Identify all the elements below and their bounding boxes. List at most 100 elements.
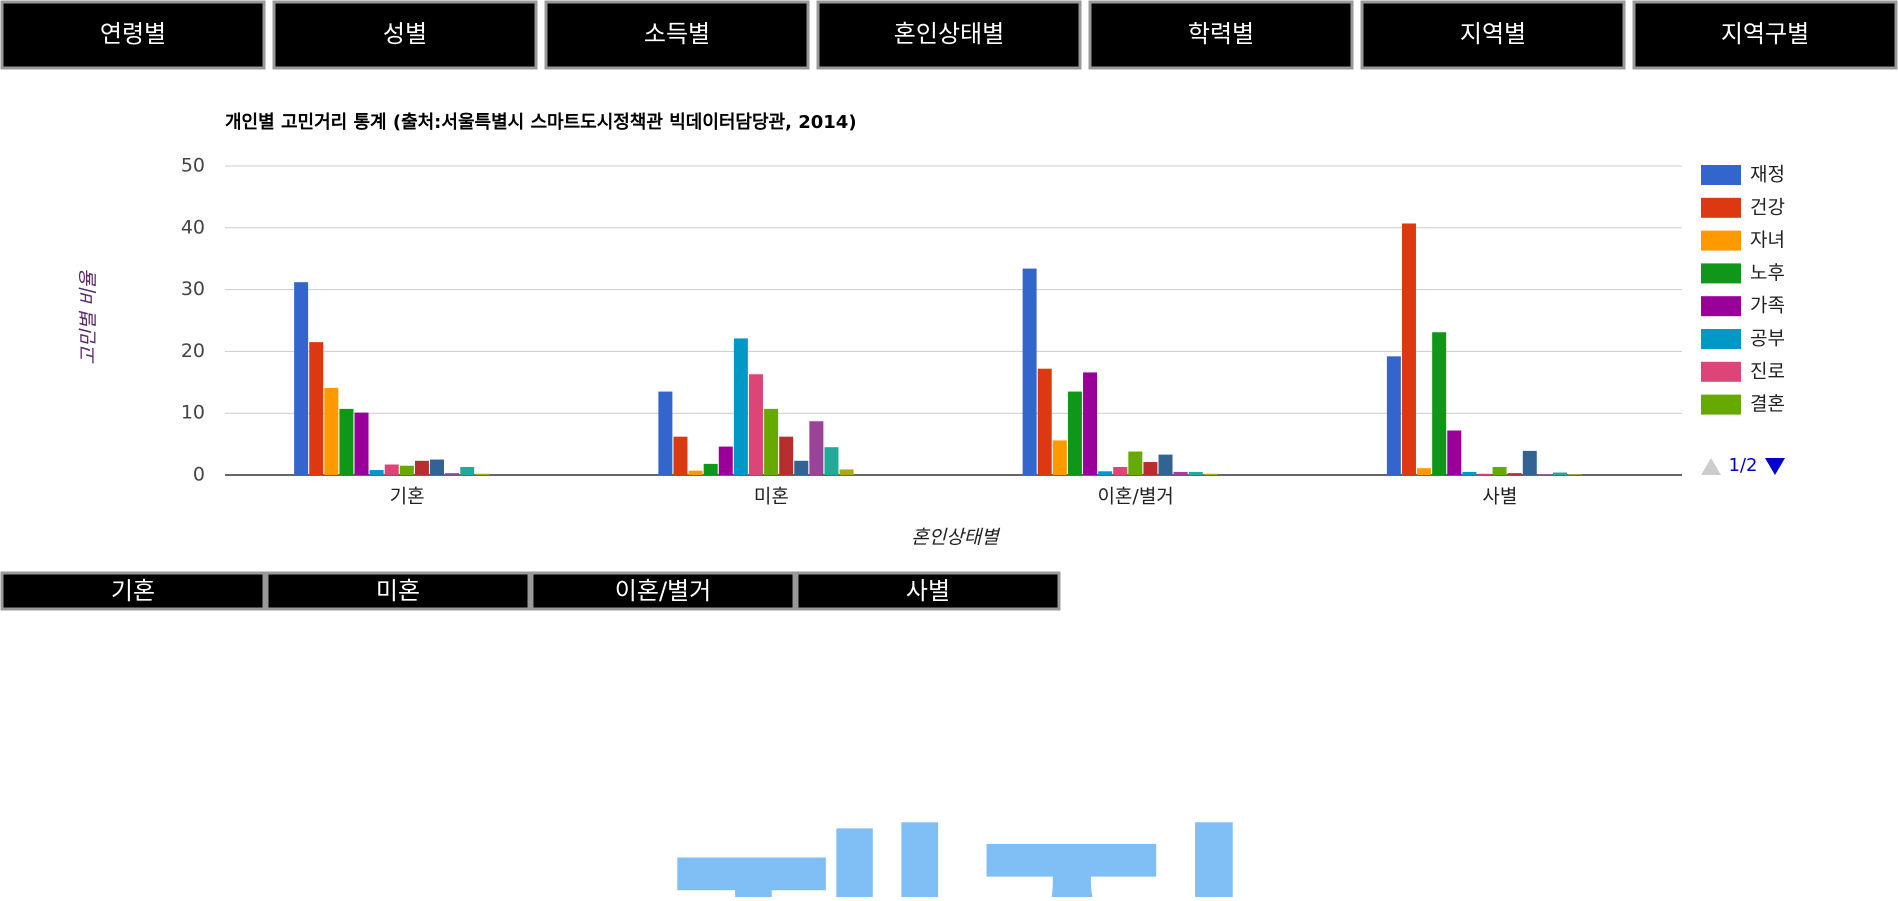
- bar: [430, 459, 445, 475]
- bar: [1188, 471, 1203, 475]
- nav-button-label[interactable]: 지역구별: [1721, 20, 1809, 48]
- bar: [688, 470, 703, 475]
- y-tick-label: 10: [181, 402, 205, 424]
- tab-button[interactable]: [265, 571, 531, 611]
- nav-button[interactable]: [1632, 0, 1898, 70]
- bar: [384, 464, 399, 475]
- bar: [369, 470, 384, 475]
- nav-button-label[interactable]: 성별: [383, 20, 427, 48]
- tab-button-label[interactable]: 이혼/별거: [615, 577, 711, 605]
- bar: [1432, 332, 1447, 475]
- tab-button[interactable]: [530, 571, 796, 611]
- nav-button-label[interactable]: 지역별: [1460, 20, 1526, 48]
- y-axis-label: 고민별 비율: [78, 270, 100, 365]
- bar: [1203, 473, 1218, 475]
- nav-button[interactable]: [0, 0, 266, 70]
- legend-swatch: [1701, 165, 1741, 185]
- bar: [839, 469, 854, 475]
- legend-swatch: [1701, 394, 1741, 415]
- legend-label: 재정: [1750, 164, 1785, 186]
- bar: [1462, 471, 1477, 475]
- tab-button[interactable]: [0, 571, 266, 611]
- legend-label: 건강: [1750, 196, 1785, 218]
- bar: [779, 436, 794, 475]
- nav-button[interactable]: [816, 0, 1082, 70]
- tab-button-label[interactable]: 기혼: [111, 577, 155, 605]
- bar: [1128, 451, 1143, 475]
- bar: [354, 412, 369, 475]
- bar: [824, 447, 839, 475]
- chart-title: 개인별 고민거리 통계 (출처:서울특별시 스마트도시정책관 빅데이터담당관, …: [225, 112, 857, 133]
- bar: [1022, 268, 1037, 475]
- legend-label: 공부: [1750, 328, 1785, 350]
- bar: [1401, 223, 1416, 475]
- bar: [1492, 466, 1507, 475]
- bar: [475, 473, 490, 475]
- bar: [1537, 474, 1552, 475]
- nav-button[interactable]: [544, 0, 810, 70]
- bar: [445, 473, 460, 475]
- x-tick-label: 기혼: [390, 486, 425, 508]
- legend-label: 자녀: [1750, 229, 1785, 251]
- bar: [1067, 391, 1082, 475]
- y-tick-label: 20: [181, 340, 205, 362]
- legend-swatch: [1701, 296, 1741, 317]
- nav-button[interactable]: [272, 0, 538, 70]
- next-page-arrow[interactable]: [1765, 458, 1785, 475]
- y-tick-label: 0: [193, 464, 205, 486]
- bar: [399, 465, 414, 475]
- bar: [1507, 473, 1522, 475]
- bar: [809, 421, 824, 475]
- bar: [1083, 372, 1098, 475]
- bar: [1158, 454, 1173, 475]
- x-axis-label: 혼인상태별: [911, 527, 1000, 549]
- legend-label: 노후: [1750, 262, 1785, 284]
- legend-swatch: [1701, 263, 1741, 284]
- x-tick-label: 이혼/별거: [1097, 486, 1173, 508]
- tab-button[interactable]: [795, 571, 1061, 611]
- bar: [1417, 468, 1432, 475]
- legend-swatch: [1701, 329, 1741, 349]
- bar: [1386, 356, 1401, 475]
- legend-label: 진로: [1750, 360, 1785, 382]
- legend-label: 가족: [1750, 295, 1785, 317]
- y-tick-label: 30: [181, 278, 205, 300]
- bar: [1447, 430, 1462, 475]
- y-tick-label: 50: [181, 155, 205, 177]
- tab-button-label[interactable]: 미혼: [376, 577, 420, 605]
- bar: [460, 466, 475, 475]
- nav-button[interactable]: [1360, 0, 1626, 70]
- bar: [658, 391, 673, 475]
- bar: [1173, 471, 1188, 475]
- nav-button-label[interactable]: 혼인상태별: [894, 20, 1004, 48]
- bar: [414, 460, 429, 475]
- bar: [703, 463, 718, 475]
- bar: [733, 338, 748, 475]
- bar: [1052, 440, 1067, 475]
- bar: [764, 408, 779, 475]
- prev-page-arrow[interactable]: [1701, 458, 1721, 475]
- bar: [1143, 462, 1158, 475]
- y-tick-label: 40: [181, 216, 205, 238]
- nav-button-label[interactable]: 소득별: [644, 20, 710, 48]
- bar: [1522, 450, 1537, 475]
- nav-button[interactable]: [1088, 0, 1354, 70]
- x-tick-label: 미혼: [754, 486, 789, 508]
- bar: [794, 460, 809, 475]
- legend-swatch: [1701, 361, 1741, 382]
- bar: [1037, 368, 1052, 475]
- bar: [324, 387, 339, 475]
- bar: [1568, 474, 1583, 475]
- nav-button-label[interactable]: 연령별: [100, 20, 166, 48]
- legend-swatch: [1701, 230, 1741, 251]
- bar: [1098, 471, 1113, 475]
- bar: [1477, 473, 1492, 475]
- bar: [1113, 466, 1128, 475]
- nav-button-label[interactable]: 학력별: [1188, 20, 1254, 48]
- bar: [718, 446, 733, 475]
- legend-page: 1/2: [1729, 455, 1758, 476]
- bar: [309, 342, 324, 475]
- tab-button-label[interactable]: 사별: [906, 577, 950, 605]
